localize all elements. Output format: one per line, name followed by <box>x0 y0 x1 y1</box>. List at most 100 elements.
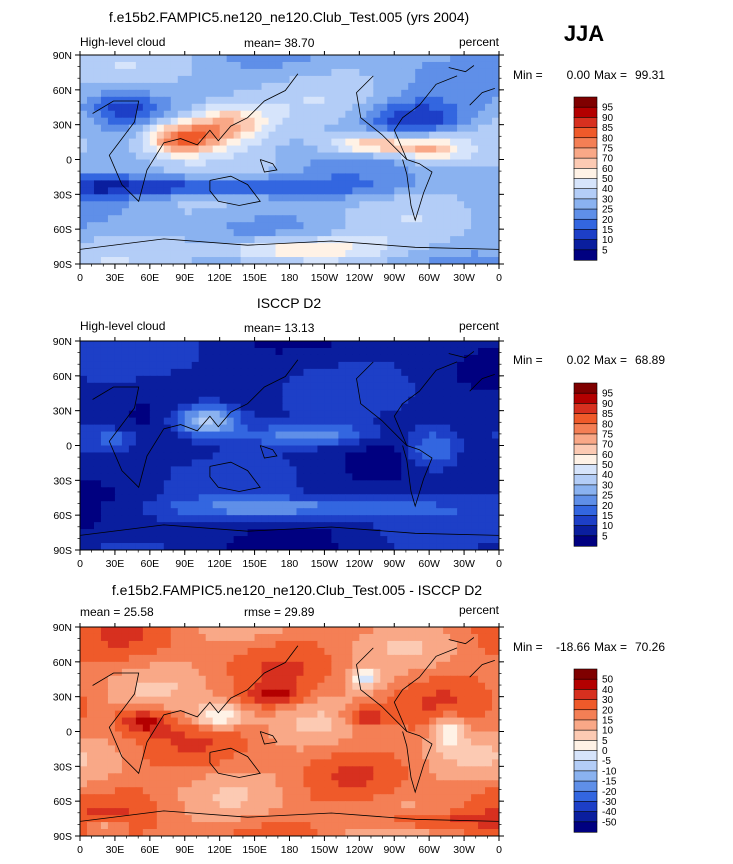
field-cell <box>324 529 332 537</box>
field-cell <box>366 431 374 440</box>
field-cell <box>338 522 346 530</box>
field-cell <box>331 473 339 481</box>
field-cell <box>387 187 395 195</box>
field-cell <box>450 633 458 642</box>
field-cell <box>121 152 130 161</box>
field-cell <box>114 55 123 63</box>
field-cell <box>93 187 102 195</box>
field-cell <box>408 194 416 202</box>
field-cell <box>184 515 193 523</box>
field-cell <box>268 536 277 544</box>
field-cell <box>436 738 444 747</box>
field-cell <box>170 668 179 677</box>
field-cell <box>156 473 165 481</box>
field-cell <box>142 403 151 412</box>
field-cell <box>422 152 430 161</box>
field-cell <box>100 68 109 77</box>
field-cell <box>464 117 472 126</box>
field-cell <box>366 389 374 398</box>
field-cell <box>177 710 186 719</box>
field-cell <box>296 710 305 719</box>
field-cell <box>345 675 353 684</box>
field-cell <box>366 131 374 140</box>
field-cell <box>387 257 395 264</box>
field-cell <box>373 82 381 91</box>
field-cell <box>436 368 444 377</box>
field-cell <box>254 173 263 181</box>
field-cell <box>268 55 277 63</box>
field-cell <box>366 215 374 223</box>
field-cell <box>415 236 423 244</box>
field-cell <box>86 640 95 649</box>
field-cell <box>163 487 172 495</box>
field-cell <box>373 466 381 474</box>
field-cell <box>205 494 214 502</box>
field-cell <box>163 159 172 168</box>
field-cell <box>205 710 214 719</box>
field-cell <box>156 201 165 209</box>
field-cell <box>352 654 360 663</box>
field-cell <box>471 173 479 181</box>
field-cell <box>401 703 409 712</box>
field-cell <box>331 354 339 363</box>
field-cell <box>212 138 221 147</box>
field-cell <box>128 55 137 63</box>
field-cell <box>114 382 123 391</box>
field-cell <box>366 68 374 77</box>
field-cell <box>422 459 430 467</box>
field-cell <box>401 117 409 126</box>
field-cell <box>121 647 130 656</box>
field-cell <box>184 508 193 516</box>
field-cell <box>478 389 486 398</box>
field-cell <box>317 396 326 405</box>
field-cell <box>100 543 109 550</box>
field-cell <box>464 152 472 161</box>
field-cell <box>247 703 256 712</box>
field-cell <box>471 341 479 349</box>
field-cell <box>422 243 430 251</box>
field-cell <box>324 515 332 523</box>
field-cell <box>289 459 298 467</box>
field-cell <box>492 627 499 635</box>
field-cell <box>121 438 130 447</box>
field-cell <box>205 103 214 112</box>
field-cell <box>373 201 381 209</box>
field-cell <box>450 166 458 175</box>
field-cell <box>373 89 381 98</box>
field-cell <box>163 682 172 691</box>
field-cell <box>464 522 472 530</box>
field-cell <box>212 173 221 181</box>
field-cell <box>387 661 395 670</box>
field-cell <box>352 689 360 698</box>
field-cell <box>261 103 270 112</box>
field-cell <box>380 201 388 209</box>
field-cell <box>394 341 402 349</box>
field-cell <box>80 403 88 412</box>
field-cell <box>254 466 263 474</box>
field-cell <box>268 117 277 126</box>
field-cell <box>212 236 221 244</box>
field-cell <box>380 647 388 656</box>
field-cell <box>86 229 95 237</box>
field-cell <box>121 159 130 168</box>
field-cell <box>471 236 479 244</box>
field-cell <box>380 382 388 391</box>
field-cell <box>373 403 381 412</box>
field-cell <box>184 731 193 740</box>
field-cell <box>212 515 221 523</box>
field-cell <box>205 731 214 740</box>
field-cell <box>156 361 165 370</box>
field-cell <box>289 466 298 474</box>
field-cell <box>93 473 102 481</box>
field-cell <box>240 424 249 433</box>
field-cell <box>198 145 207 154</box>
field-cell <box>142 438 151 447</box>
field-cell <box>380 452 388 461</box>
field-cell <box>121 103 130 112</box>
field-cell <box>401 89 409 98</box>
field-cell <box>247 347 256 356</box>
field-cell <box>366 501 374 509</box>
field-cell <box>324 382 332 391</box>
field-cell <box>317 724 326 733</box>
field-cell <box>163 661 172 670</box>
